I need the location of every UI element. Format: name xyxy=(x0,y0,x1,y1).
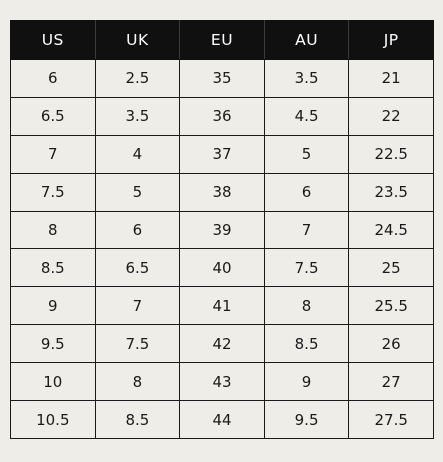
column-header-uk: UK xyxy=(94,20,181,60)
cell-uk: 8 xyxy=(94,362,181,402)
cell-jp: 23.5 xyxy=(348,172,434,212)
cell-us: 9.5 xyxy=(10,324,96,364)
cell-eu: 40 xyxy=(179,248,265,288)
cell-us: 6.5 xyxy=(10,96,96,136)
cell-uk: 7.5 xyxy=(94,324,181,364)
cell-au: 6 xyxy=(263,172,350,212)
cell-au: 9.5 xyxy=(263,400,350,439)
cell-us: 8.5 xyxy=(10,248,96,288)
column-header-eu: EU xyxy=(179,20,265,60)
table-row: 10 8 43 9 27 xyxy=(10,362,434,402)
table-row: 10.5 8.5 44 9.5 27.5 xyxy=(10,400,434,439)
cell-jp: 22.5 xyxy=(348,134,434,174)
cell-eu: 37 xyxy=(179,134,265,174)
cell-uk: 4 xyxy=(94,134,181,174)
column-header-au: AU xyxy=(263,20,350,60)
cell-au: 8.5 xyxy=(263,324,350,364)
cell-uk: 5 xyxy=(94,172,181,212)
cell-eu: 38 xyxy=(179,172,265,212)
cell-uk: 3.5 xyxy=(94,96,181,136)
cell-eu: 35 xyxy=(179,59,265,98)
column-header-jp: JP xyxy=(348,20,434,60)
cell-eu: 44 xyxy=(179,400,265,439)
cell-uk: 2.5 xyxy=(94,59,181,98)
header-row: US UK EU AU JP xyxy=(10,20,434,60)
table-row: 6 2.5 35 3.5 21 xyxy=(10,59,434,98)
table-header: US UK EU AU JP xyxy=(10,20,434,60)
cell-au: 7 xyxy=(263,210,350,250)
table-row: 9 7 41 8 25.5 xyxy=(10,286,434,326)
cell-us: 6 xyxy=(10,59,96,98)
cell-us: 7 xyxy=(10,134,96,174)
table-row: 6.5 3.5 36 4.5 22 xyxy=(10,96,434,136)
cell-jp: 27 xyxy=(348,362,434,402)
cell-au: 8 xyxy=(263,286,350,326)
cell-eu: 41 xyxy=(179,286,265,326)
table-row: 9.5 7.5 42 8.5 26 xyxy=(10,324,434,364)
cell-au: 9 xyxy=(263,362,350,402)
table-body: 6 2.5 35 3.5 21 6.5 3.5 36 4.5 22 7 4 37… xyxy=(10,59,434,439)
cell-eu: 42 xyxy=(179,324,265,364)
cell-uk: 7 xyxy=(94,286,181,326)
table-row: 8 6 39 7 24.5 xyxy=(10,210,434,250)
cell-us: 9 xyxy=(10,286,96,326)
cell-eu: 43 xyxy=(179,362,265,402)
cell-au: 5 xyxy=(263,134,350,174)
cell-eu: 39 xyxy=(179,210,265,250)
table-row: 7.5 5 38 6 23.5 xyxy=(10,172,434,212)
cell-us: 7.5 xyxy=(10,172,96,212)
cell-uk: 6 xyxy=(94,210,181,250)
cell-jp: 25 xyxy=(348,248,434,288)
column-header-us: US xyxy=(10,20,96,60)
cell-eu: 36 xyxy=(179,96,265,136)
cell-jp: 25.5 xyxy=(348,286,434,326)
size-conversion-table: US UK EU AU JP 6 2.5 35 3.5 21 6.5 3.5 3… xyxy=(10,20,434,439)
cell-us: 8 xyxy=(10,210,96,250)
table-row: 7 4 37 5 22.5 xyxy=(10,134,434,174)
cell-jp: 27.5 xyxy=(348,400,434,439)
cell-uk: 6.5 xyxy=(94,248,181,288)
cell-au: 3.5 xyxy=(263,59,350,98)
cell-jp: 22 xyxy=(348,96,434,136)
cell-uk: 8.5 xyxy=(94,400,181,439)
cell-au: 7.5 xyxy=(263,248,350,288)
cell-jp: 21 xyxy=(348,59,434,98)
cell-jp: 24.5 xyxy=(348,210,434,250)
cell-jp: 26 xyxy=(348,324,434,364)
table-row: 8.5 6.5 40 7.5 25 xyxy=(10,248,434,288)
cell-us: 10.5 xyxy=(10,400,96,439)
cell-us: 10 xyxy=(10,362,96,402)
cell-au: 4.5 xyxy=(263,96,350,136)
